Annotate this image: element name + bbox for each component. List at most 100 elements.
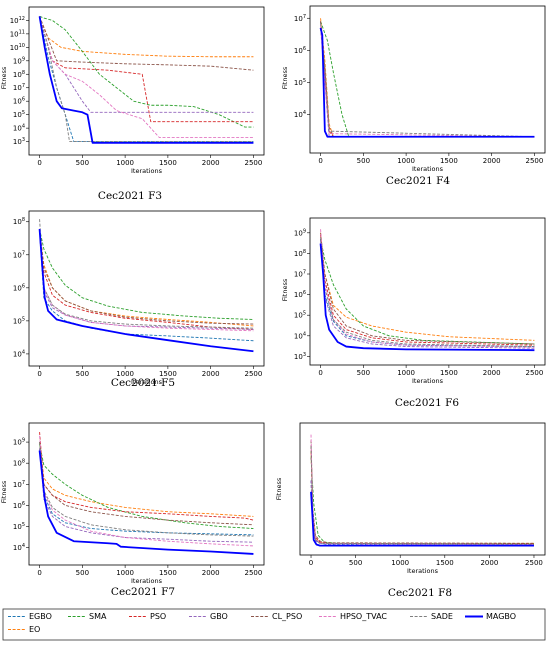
legend-label-magbo: MAGBO [486,612,516,621]
y-tick-label: 108 [13,459,25,468]
series-line-sade [39,442,254,537]
y-tick-label: 109 [13,438,25,447]
panel-caption: Cec2021 F5 [111,377,175,389]
series-line-pso [39,229,254,330]
series-line-gbo [39,231,254,330]
legend-label-gbo: GBO [210,612,228,621]
x-tick-label: 1000 [391,559,409,567]
x-tick-label: 2000 [202,370,220,378]
y-tick-label: 107 [13,83,25,92]
series-line-sade [310,446,534,545]
chart-panel-5: 0 500 1000 1500 2000 2500 Iterations 104 105 106 1… [0,422,265,598]
y-tick-label: 106 [294,46,306,55]
y-tick-label: 105 [13,522,25,531]
plot-frame [299,422,546,556]
x-tick-label: 1000 [397,369,415,377]
legend-label-sma: SMA [89,612,107,621]
y-axis-label: Fitness [281,278,289,301]
y-tick-label: 1011 [10,29,25,38]
y-tick-label: 104 [13,124,25,133]
legend-label-cl-pso: CL_PSO [272,612,302,621]
x-tick-label: 0 [37,569,41,577]
series-group [319,18,535,138]
legend-box [2,608,546,641]
chart-panel-2: 0 500 1000 1500 2000 2500 Iterations 104 105 106 1… [281,5,546,187]
chart-panel-4: 0 500 1000 1500 2000 2500 Iterations 103 104 105 1… [281,217,546,409]
panel-caption: Cec2021 F6 [395,397,459,409]
x-tick-label: 0 [318,157,322,165]
legend-label-eo: EO [29,625,40,634]
legend-label-sade: SADE [431,612,453,621]
series-line-sade [39,16,254,143]
x-tick-label: 500 [76,370,89,378]
series-line-magbo [310,491,534,547]
x-tick-label: 1500 [440,369,458,377]
y-tick-label: 104 [294,110,306,119]
y-tick-label: 106 [294,290,306,299]
y-tick-label: 107 [13,480,25,489]
x-tick-label: 0 [37,159,41,167]
x-tick-label: 1000 [116,370,134,378]
panel-caption: Cec2021 F3 [98,190,162,202]
panel-caption: Cec2021 F8 [388,587,452,599]
x-axis-label: Iterations [131,577,163,585]
chart-panel-1: 0 500 1000 1500 2000 2500 Iterations 103 104 105 1… [0,6,265,202]
y-tick-label: 108 [294,249,306,258]
series-line-sade [39,219,254,329]
series-group [310,434,534,547]
y-tick-label: 107 [294,14,306,23]
x-axis-label: Iterations [131,378,163,386]
chart-panel-3: 0 500 1000 1500 2000 2500 Iterations 104 105 106 1… [13,210,265,389]
y-tick-label: 1012 [10,16,25,25]
x-tick-label: 1500 [436,559,454,567]
x-axis-label: Iterations [412,165,444,173]
x-tick-label: 0 [309,559,313,567]
x-tick-label: 500 [357,369,370,377]
y-tick-label: 109 [13,56,25,65]
series-line-sma [39,444,254,529]
x-tick-label: 1500 [159,370,177,378]
y-tick-label: 106 [13,501,25,510]
series-line-cl-pso [39,16,254,71]
series-group [38,219,254,353]
y-axis-label: Fitness [0,480,8,503]
y-tick-label: 105 [294,311,306,320]
x-axis-label: Iterations [412,377,444,385]
y-tick-label: 105 [13,316,25,325]
x-tick-label: 1500 [159,569,177,577]
x-tick-label: 0 [37,370,41,378]
x-tick-label: 2000 [202,159,220,167]
series-line-magbo [38,16,254,144]
y-tick-label: 107 [13,250,25,259]
series-line-pso [39,431,254,521]
y-tick-label: 1010 [10,43,25,52]
x-tick-label: 2500 [245,370,263,378]
x-tick-label: 2500 [245,569,263,577]
x-tick-label: 2000 [202,569,220,577]
x-tick-label: 2500 [525,559,543,567]
x-tick-label: 1000 [116,159,134,167]
legend: EGBO SMA PSO GBO CL_PSO HPSO_TVAC SADE MAGBO EO [2,608,546,641]
legend-label-hpso-tvac: HPSO_TVAC [340,612,387,621]
series-group [38,431,254,555]
x-tick-label: 2000 [483,157,501,165]
series-line-magbo [319,27,535,138]
panel-caption: Cec2021 F4 [386,175,450,187]
y-axis-label: Fitness [275,477,283,500]
series-line-cl-pso [39,229,254,325]
series-line-pso [320,234,535,346]
series-line-magbo [38,450,254,555]
plot-frame [309,5,546,154]
x-tick-label: 1000 [397,157,415,165]
y-tick-label: 105 [294,78,306,87]
series-line-magbo [319,243,535,352]
x-tick-label: 1000 [116,569,134,577]
series-line-magbo [38,229,254,353]
y-tick-label: 104 [13,349,25,358]
y-tick-label: 103 [13,137,25,146]
x-tick-label: 0 [318,369,322,377]
series-line-eo [39,16,254,58]
y-tick-label: 107 [294,270,306,279]
chart-panels: 0 500 1000 1500 2000 2500 Iterations 103 104 105 1… [0,5,546,599]
y-tick-label: 106 [13,283,25,292]
